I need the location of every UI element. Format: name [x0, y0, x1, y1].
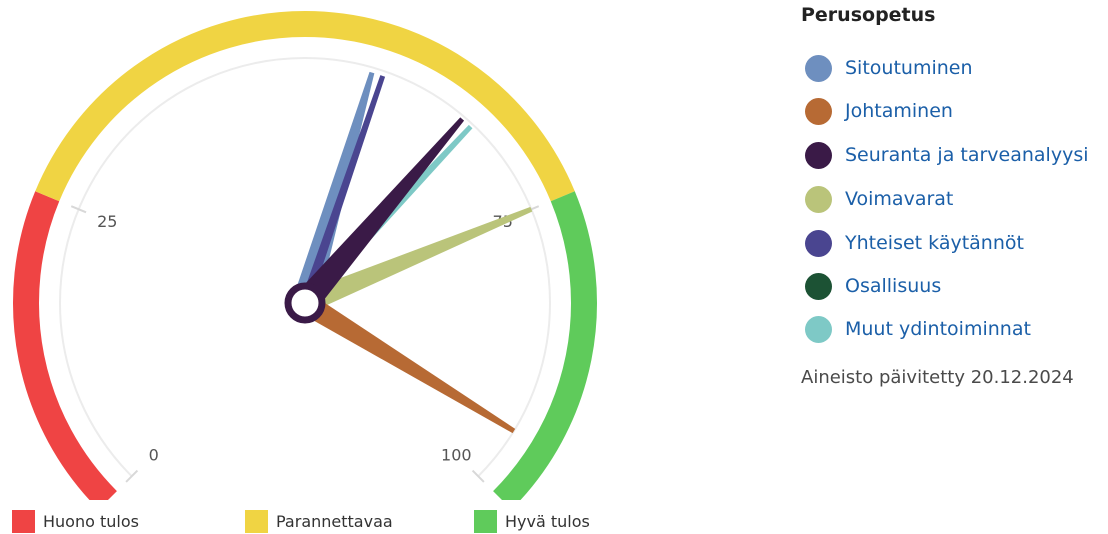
gauge-band [13, 191, 117, 500]
gauge-tick-label: 100 [441, 445, 472, 464]
legend-item-label: Voimavarat [845, 188, 954, 210]
legend-dot-icon [805, 272, 832, 300]
gauge-tick-label: 25 [97, 212, 117, 231]
legend-title: Perusopetus [801, 4, 936, 26]
gauge-needle [300, 206, 533, 314]
gauge-hub [284, 282, 326, 324]
gauge-chart: 02575100 [13, 11, 597, 500]
gauge-inner-track [59, 57, 551, 477]
zone-legend-huono: Huono tulos [12, 508, 139, 534]
legend-item-muut-ydintoiminnat[interactable]: Muut ydintoiminnat [800, 314, 1031, 344]
zone-swatch-icon [245, 509, 268, 533]
gauge-needle [295, 117, 465, 312]
zone-legend-parannettavaa: Parannettavaa [245, 508, 393, 534]
gauge-band [35, 11, 575, 202]
gauge-needle [300, 75, 386, 305]
legend-dot-icon [805, 97, 832, 125]
zone-swatch-icon [474, 509, 497, 533]
zone-swatch-icon [12, 509, 35, 533]
gauge-needle [292, 71, 375, 307]
gauge-tick [471, 469, 485, 483]
gauge-tick [125, 469, 139, 483]
legend-item-sitoutuminen[interactable]: Sitoutuminen [800, 53, 973, 83]
legend-item-label: Sitoutuminen [845, 57, 973, 79]
legend-item-osallisuus[interactable]: Osallisuus [800, 271, 941, 301]
gauge-tick-label: 0 [149, 445, 159, 464]
legend-item-yhteiset-kaytannot[interactable]: Yhteiset käytännöt [800, 228, 1024, 258]
zone-label: Hyvä tulos [505, 511, 590, 531]
gauge-band [493, 191, 597, 500]
legend-dot-icon [805, 141, 832, 169]
zone-label: Huono tulos [43, 511, 139, 531]
legend-item-voimavarat[interactable]: Voimavarat [800, 184, 953, 214]
legend-dot-icon [805, 54, 832, 82]
gauge-needle [299, 293, 516, 434]
legend-item-label: Yhteiset käytännöt [845, 232, 1024, 254]
legend-dot-icon [805, 229, 832, 257]
legend-dot-icon [805, 315, 832, 343]
zone-legend-hyva: Hyvä tulos [474, 508, 590, 534]
legend-item-johtaminen[interactable]: Johtaminen [800, 96, 953, 126]
legend-item-label: Muut ydintoiminnat [845, 318, 1031, 340]
data-updated-text: Aineisto päivitetty 20.12.2024 [801, 367, 1074, 388]
legend-dot-icon [805, 185, 832, 213]
legend-item-label: Johtaminen [845, 100, 953, 122]
gauge-tick [70, 205, 87, 214]
legend-item-label: Seuranta ja tarveanalyysi [845, 144, 1089, 166]
legend-item-seuranta[interactable]: Seuranta ja tarveanalyysi [800, 140, 1089, 170]
legend-item-label: Osallisuus [845, 275, 942, 297]
zone-label: Parannettavaa [276, 511, 393, 531]
